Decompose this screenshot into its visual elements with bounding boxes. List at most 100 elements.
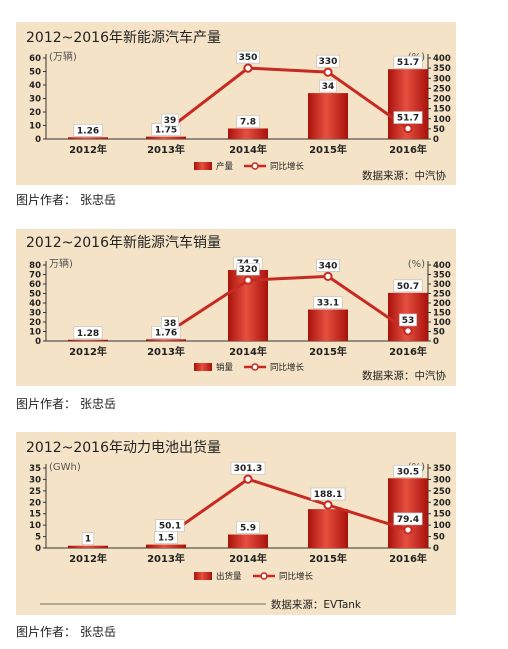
left-tick-label: 20: [29, 498, 41, 508]
line-value-label: 79.4: [397, 515, 419, 525]
line-value-label-box: [236, 50, 260, 64]
legend-line-label: 同比增长: [270, 362, 305, 373]
right-tick-label: 200: [433, 498, 451, 508]
bar-value-label: 1.28: [77, 329, 99, 339]
right-tick-label: 0: [433, 337, 439, 347]
x-tick-label: 2014年: [229, 345, 267, 358]
x-tick-label: 2013年: [147, 345, 185, 358]
line-value-label: 39: [164, 116, 177, 126]
legend-line-label: 同比增长: [279, 571, 314, 582]
line-value-label: 188.1: [314, 490, 342, 500]
bar-value-label: 50.7: [397, 282, 419, 292]
growth-point-5: [403, 326, 413, 336]
credit-author: 张忠岳: [80, 193, 117, 207]
legend-line-marker: [251, 363, 259, 371]
bar-3: [228, 534, 268, 548]
right-tick-label: 100: [433, 318, 451, 328]
bar-1: [68, 137, 108, 139]
right-tick-label: 250: [433, 290, 451, 300]
x-tick-label: 2016年: [389, 143, 427, 156]
left-tick-label: 10: [29, 521, 41, 531]
x-tick-label: 2015年: [309, 143, 347, 156]
chart-sales: 2012~2016年新能源汽车销量01020304050607080050100…: [26, 234, 451, 382]
left-tick-label: 50: [29, 290, 41, 300]
chart-panel-sales: 2012~2016年新能源汽车销量 0 10 20 30 40 50 60 70 80 0 50 100…: [16, 229, 456, 386]
growth-point-4: [323, 500, 333, 510]
bar-value-label-box: [81, 532, 95, 546]
chart-title: 2012~2016年新能源汽车产量: [26, 29, 221, 46]
left-tick-label: 10: [29, 328, 41, 338]
right-tick-label: 0: [433, 544, 439, 554]
right-tick-label: 400: [433, 54, 451, 64]
bar-value-label: 34: [322, 82, 335, 92]
legend-bar-label: 出货量: [216, 571, 242, 582]
bar-value-label: 1.76: [155, 328, 177, 338]
credit-author: 张忠岳: [80, 397, 117, 411]
image-credit: 图片作者： 张忠岳: [16, 191, 120, 208]
line-value-label: 50.1: [159, 522, 181, 532]
x-tick-label: 2014年: [229, 143, 267, 156]
x-tick-label: 2015年: [309, 345, 347, 358]
x-tick-label: 2016年: [389, 345, 427, 358]
legend-bar-swatch: [194, 162, 212, 170]
bar-2: [146, 544, 186, 548]
left-tick-label: 35: [29, 464, 41, 474]
bar-value-label: 1.26: [77, 126, 99, 136]
image-credit: 图片作者： 张忠岳: [16, 623, 120, 640]
bar-3: [228, 128, 268, 139]
left-tick-label: 80: [29, 261, 41, 271]
right-tick-label: 300: [433, 74, 451, 84]
line-value-label-box: [161, 113, 179, 127]
line-value-label-box: [393, 111, 423, 124]
line-value-label: 340: [319, 261, 338, 271]
line-value-label: 330: [319, 57, 338, 67]
line-value-label-box: [230, 461, 266, 475]
bar-4: [308, 509, 348, 548]
line-value-label: 51.7: [397, 114, 419, 124]
right-tick-label: 150: [433, 309, 451, 319]
bar-1: [68, 545, 108, 548]
right-tick-label: 300: [433, 280, 451, 290]
x-tick-label: 2015年: [309, 552, 347, 565]
growth-point-4: [323, 271, 333, 282]
line-value-label: 38: [164, 319, 177, 329]
left-tick-label: 60: [29, 280, 41, 290]
bar-value-label: 33.1: [317, 299, 339, 309]
left-tick-label: 70: [29, 271, 41, 281]
chart-battery: 2012~2016年动力电池出货量05101520253035050100150…: [26, 439, 451, 611]
left-tick-label: 15: [29, 510, 41, 520]
line-value-label-box: [316, 259, 340, 272]
chart-title: 2012~2016年新能源汽车销量: [26, 234, 221, 251]
legend-bar-swatch: [194, 572, 212, 580]
left-tick-label: 40: [29, 299, 41, 309]
growth-line: [165, 66, 409, 133]
chart-title: 2012~2016年动力电池出货量: [26, 439, 221, 456]
left-tick-label: 0: [35, 135, 41, 145]
bar-value-label-box: [393, 464, 423, 478]
legend-line-marker: [260, 572, 268, 580]
bar-value-label: 1: [85, 535, 91, 545]
bar-value-label: 5.9: [240, 524, 256, 534]
credit-prefix: 图片作者：: [16, 397, 77, 411]
bar-value-label-box: [313, 296, 343, 309]
right-tick-label: 300: [433, 475, 451, 485]
legend-bar-label: 销量: [216, 362, 234, 373]
right-tick-label: 350: [433, 64, 451, 74]
line-value-label-box: [393, 512, 423, 526]
chart-production: 2012~2016年新能源汽车产量01020304050600501001502…: [26, 29, 451, 182]
right-tick-label: 350: [433, 464, 451, 474]
right-tick-label: 50: [433, 125, 445, 135]
data-source: 数据来源：中汽协: [362, 169, 446, 182]
bar-value-label-box: [319, 79, 337, 93]
right-tick-label: 350: [433, 271, 451, 281]
bar-value-label: 1.5: [158, 534, 174, 544]
bar-value-label: 7.8: [240, 117, 256, 127]
right-tick-label: 150: [433, 510, 451, 520]
growth-point-5: [403, 525, 413, 535]
x-tick-label: 2016年: [389, 552, 427, 565]
line-value-label-box: [310, 487, 346, 501]
right-tick-label: 0: [433, 135, 439, 145]
line-value-label-box: [399, 313, 417, 327]
x-tick-label: 2012年: [69, 345, 107, 358]
line-value-label: 350: [239, 53, 258, 63]
